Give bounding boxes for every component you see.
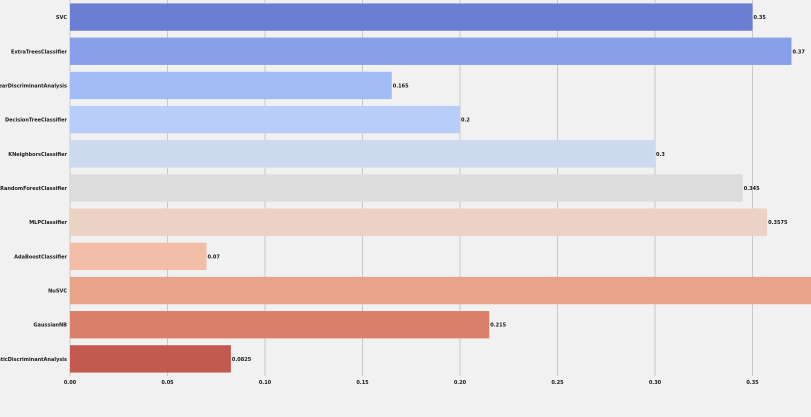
category-label: NuSVC [48, 289, 67, 295]
value-label: 0.3575 [768, 220, 788, 226]
value-label: 0.0825 [232, 357, 252, 363]
category-label: DecisionTreeClassifier [5, 118, 68, 124]
value-label: 0.2 [461, 118, 470, 124]
category-label: QuadraticDiscriminantAnalysis [0, 357, 67, 363]
bar [70, 311, 490, 339]
bar [70, 140, 655, 168]
bar [70, 105, 460, 134]
value-labels: 0.350.370.1650.20.30.3450.35750.070.3825… [208, 15, 806, 363]
category-label: AdaBoostClassifier [14, 254, 67, 260]
value-label: 0.3 [656, 152, 665, 158]
category-label: GaussianNB [33, 323, 67, 329]
x-tick-label: 0.35 [746, 380, 759, 386]
x-tick-label: 0.00 [64, 380, 77, 386]
bar [70, 345, 231, 373]
bar [70, 3, 753, 31]
x-tick-label: 0.20 [454, 380, 467, 386]
value-label: 0.35 [754, 15, 767, 21]
category-labels: SVC ExtraTreesClassifier LinearDiscriminan… [0, 15, 68, 363]
bar [70, 37, 792, 65]
bar [70, 208, 768, 236]
category-label: KNeighborsClassifier [8, 152, 67, 158]
value-label: 0.37 [793, 49, 806, 55]
bar [70, 242, 207, 271]
x-tick-label: 0.05 [161, 380, 174, 386]
category-label: ExtraTreesClassifier [11, 49, 67, 55]
bar [70, 71, 392, 100]
value-label: 0.165 [393, 83, 409, 89]
category-label: MLPClassifier [29, 220, 67, 226]
x-tick-label: 0.15 [356, 380, 369, 386]
bars-group [70, 3, 811, 373]
category-label: SVC [56, 15, 67, 21]
x-tick-label: 0.10 [259, 380, 272, 386]
bar [70, 276, 811, 305]
category-label: LinearDiscriminantAnalysis [0, 83, 67, 89]
category-label: RandomForestClassifier [0, 186, 67, 192]
value-label: 0.345 [744, 186, 760, 192]
value-label: 0.07 [208, 254, 221, 260]
x-axis-ticks: 0.00 0.05 0.10 0.15 0.20 0.25 0.30 0.35 [64, 380, 759, 386]
x-tick-label: 0.30 [649, 380, 662, 386]
value-label: 0.215 [490, 323, 506, 329]
x-tick-label: 0.25 [551, 380, 564, 386]
bar [70, 174, 743, 202]
